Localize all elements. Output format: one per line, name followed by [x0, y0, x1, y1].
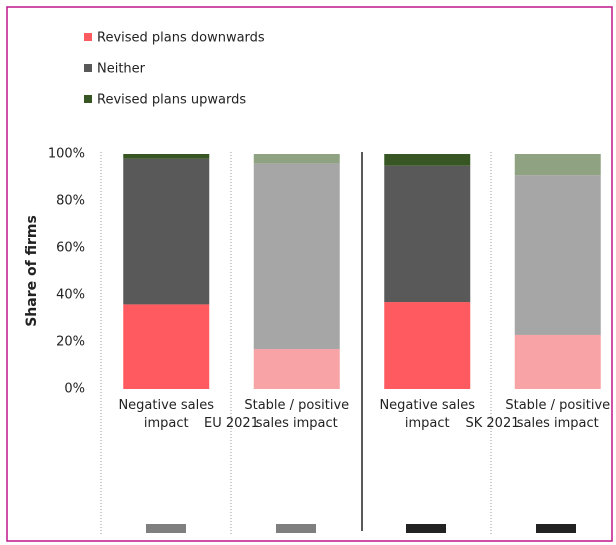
legend-label: Neither: [97, 62, 146, 77]
x-tick-label: Stable / positive sales impact: [505, 398, 611, 431]
bar-segment: [514, 175, 601, 335]
bar-segment: [253, 154, 340, 164]
group-label: EU 2021: [204, 416, 259, 431]
bar-segment: [123, 154, 210, 159]
bar-segment: [384, 154, 471, 166]
y-tick-label: 20%: [56, 335, 85, 350]
y-tick-label: 100%: [48, 147, 85, 162]
bar-segment: [123, 158, 210, 305]
decor-swatch: [406, 524, 446, 533]
bar-segment: [514, 334, 601, 389]
legend-swatch: [84, 33, 92, 41]
legend-swatch: [84, 95, 92, 103]
y-tick-label: 80%: [56, 194, 85, 209]
decor-swatch: [276, 524, 316, 533]
bar-segment: [384, 302, 471, 389]
bar-segment: [123, 304, 210, 389]
y-axis-label: Share of firms: [24, 215, 40, 327]
x-tick-label: Stable / positive sales impact: [244, 398, 350, 431]
decor-swatch: [146, 524, 186, 533]
legend-swatch: [84, 64, 92, 72]
group-label: SK 2021: [465, 416, 520, 431]
bar-segment: [253, 163, 340, 350]
y-tick-label: 60%: [56, 241, 85, 256]
legend-label: Revised plans upwards: [97, 93, 246, 108]
x-tick-label: Negative sales impact: [118, 398, 215, 431]
bar-segment: [384, 165, 471, 303]
y-tick-label: 0%: [64, 382, 85, 397]
y-tick-label: 40%: [56, 288, 85, 303]
decor-swatch: [536, 524, 576, 533]
legend-label: Revised plans downwards: [97, 31, 265, 46]
x-tick-label: Negative sales impact: [379, 398, 476, 431]
bar-segment: [253, 349, 340, 389]
bar-segment: [514, 154, 601, 176]
